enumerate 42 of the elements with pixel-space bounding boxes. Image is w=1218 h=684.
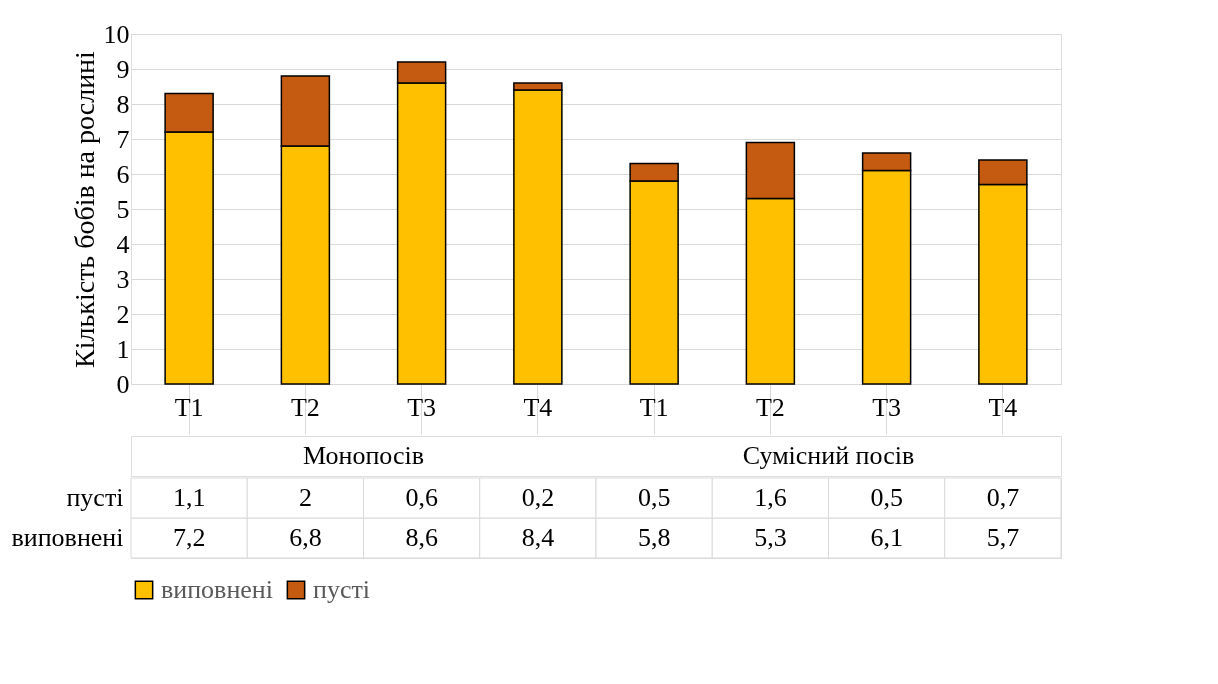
y-tick-label: 9: [116, 54, 130, 84]
text: Монопосів: [303, 441, 424, 470]
y-tick-label: 2: [116, 299, 130, 329]
y-tick-label: 4: [116, 229, 130, 259]
x-tick-label: T1: [639, 392, 669, 422]
data-label: 1,1: [172, 483, 206, 512]
x-tick-label: T3: [872, 392, 902, 422]
data-label: 5,3: [754, 523, 787, 552]
data-label: 6,1: [870, 523, 903, 552]
data-label: 1,6: [754, 483, 787, 512]
y-tick-label: 0: [116, 369, 130, 399]
x-tick-label: T2: [290, 392, 320, 422]
data-label: 0,5: [870, 483, 903, 512]
data-label: 8,6: [405, 523, 438, 552]
data-label: 0,7: [986, 483, 1020, 512]
data-label: 2: [298, 483, 312, 512]
data-label: 5,7: [986, 523, 1020, 552]
y-tick-label: 8: [116, 89, 130, 119]
y-tick-label: 1: [116, 334, 130, 364]
x-tick-label: T4: [988, 392, 1018, 422]
x-tick-label: T3: [407, 392, 437, 422]
data-label: 0,5: [637, 483, 671, 512]
data-label: 7,2: [172, 523, 206, 552]
data-label: 0,2: [521, 483, 555, 512]
y-tick-label: 5: [116, 194, 130, 224]
text: виповнені: [11, 523, 124, 552]
y-tick-label: 6: [116, 159, 130, 189]
legend-label: пусті: [313, 575, 371, 604]
text: Сумісний посів: [742, 441, 915, 470]
legend-label: виповнені: [161, 575, 273, 604]
x-tick-label: T2: [755, 392, 785, 422]
y-axis-title: Кількість бобів на рослині: [68, 50, 100, 368]
y-tick-label: 3: [116, 264, 130, 294]
data-label: 8,4: [521, 523, 555, 552]
text: пусті: [66, 483, 124, 512]
data-label: 0,6: [405, 483, 438, 512]
data-label: 6,8: [289, 523, 322, 552]
y-tick-label: 7: [116, 124, 130, 154]
data-label: 5,8: [637, 523, 671, 552]
y-tick-label: 10: [103, 19, 130, 49]
x-tick-label: T1: [174, 392, 204, 422]
x-tick-label: T4: [523, 392, 553, 422]
